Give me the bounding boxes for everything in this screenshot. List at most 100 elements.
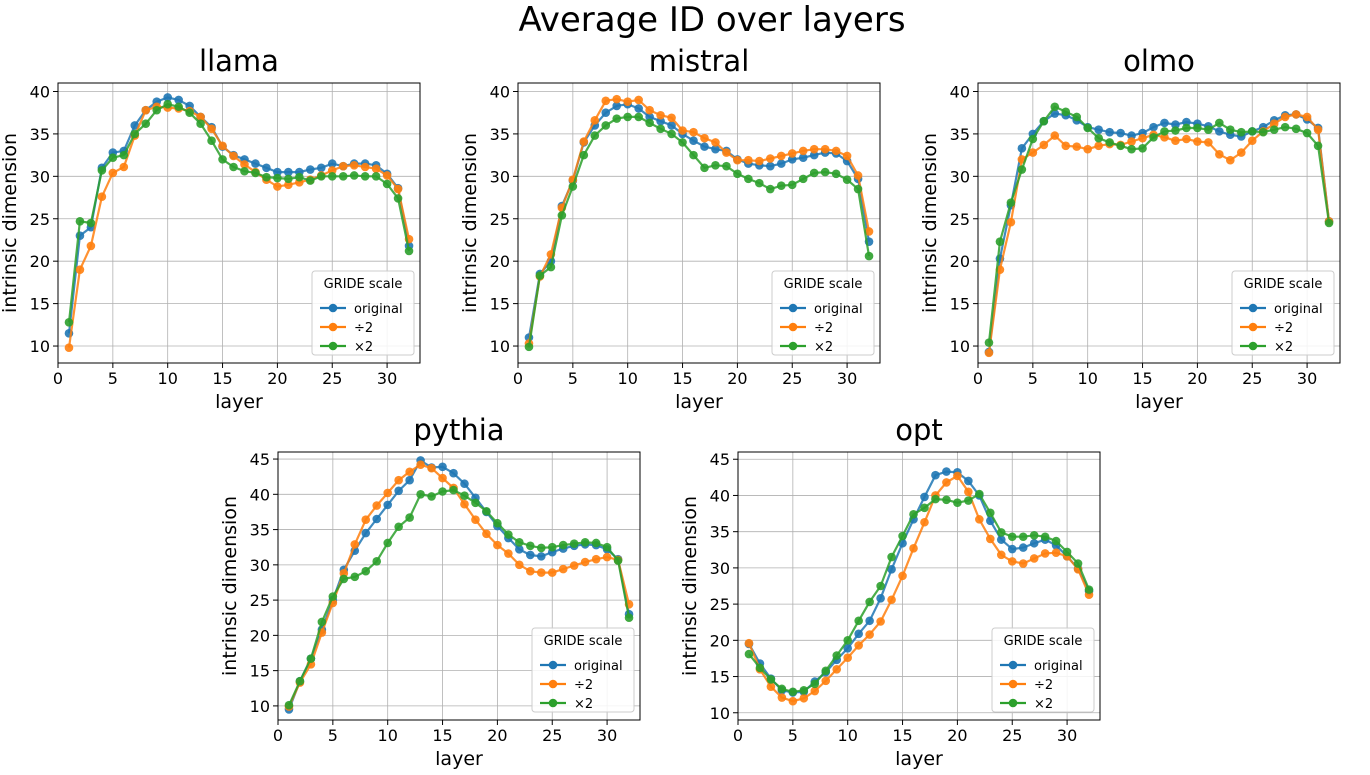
y-tick-label: 25 <box>490 210 510 229</box>
data-point <box>831 169 841 179</box>
y-tick-label: 20 <box>950 252 970 271</box>
panel-opt: 0 5 10 15 20 25 30 10 15 20 25 30 35 40 45 opt layer intr… <box>679 413 1101 770</box>
data-point <box>1105 138 1114 147</box>
x-tick-label: 25 <box>542 726 562 745</box>
x-axis-label: layer <box>215 391 263 413</box>
x-tick-label: 0 <box>973 369 983 388</box>
data-point <box>624 613 634 623</box>
data-point <box>460 499 469 509</box>
data-point <box>1039 140 1049 150</box>
data-point <box>1247 136 1257 145</box>
data-point <box>579 150 589 160</box>
data-point <box>809 144 819 154</box>
data-point <box>1226 155 1235 165</box>
data-point <box>393 194 403 203</box>
legend-entry: ×2 <box>574 697 593 712</box>
data-point <box>493 518 502 528</box>
y-tick-label: 20 <box>30 252 50 271</box>
data-point <box>700 163 709 173</box>
data-point <box>327 172 337 181</box>
data-point <box>1302 128 1312 138</box>
data-point <box>733 155 742 165</box>
legend-title: GRIDE scale <box>324 277 403 292</box>
data-point <box>799 686 809 695</box>
data-point <box>842 151 852 161</box>
y-tick-label: 40 <box>30 82 50 101</box>
x-tick-label: 10 <box>158 369 178 388</box>
data-point <box>185 108 194 117</box>
data-point <box>887 595 896 605</box>
data-point <box>141 119 151 129</box>
data-point <box>1138 144 1147 153</box>
data-point <box>372 501 382 510</box>
data-point <box>316 163 326 173</box>
data-point <box>766 161 775 171</box>
data-point <box>251 168 260 178</box>
data-point <box>1094 141 1103 151</box>
data-point <box>306 176 315 185</box>
data-point <box>865 597 874 607</box>
x-tick-label: 0 <box>513 369 523 388</box>
data-point <box>634 112 643 122</box>
y-tick-label: 25 <box>250 591 270 610</box>
data-point <box>986 508 995 518</box>
data-point <box>339 574 349 584</box>
data-point <box>1280 122 1290 132</box>
legend-entry: ÷2 <box>814 321 833 336</box>
x-tick-label: 5 <box>328 726 338 745</box>
data-point <box>1040 549 1050 558</box>
data-point <box>1007 544 1017 554</box>
data-point <box>645 118 654 128</box>
axes-frame <box>277 451 641 721</box>
legend-title: GRIDE scale <box>1004 634 1083 649</box>
legend-box <box>771 270 875 356</box>
data-point <box>405 475 414 485</box>
data-point <box>1313 141 1323 151</box>
data-point <box>404 246 414 256</box>
y-tick-label: 35 <box>490 125 510 144</box>
legend-swatch-marker <box>788 341 798 351</box>
y-tick-label: 40 <box>490 82 510 101</box>
y-tick-label: 40 <box>710 486 730 505</box>
legend-entry: ÷2 <box>1274 321 1293 336</box>
x-tick-label: 20 <box>947 726 967 745</box>
data-point <box>460 479 469 489</box>
y-tick-label: 25 <box>30 210 50 229</box>
x-tick-label: 20 <box>727 369 747 388</box>
data-point <box>887 565 896 574</box>
data-point <box>394 475 403 485</box>
y-tick-label: 20 <box>250 626 270 645</box>
legend-swatch-marker <box>1248 322 1258 332</box>
data-point <box>218 155 227 164</box>
data-point <box>75 265 85 274</box>
legend: GRIDE scale original ÷2 ×2 <box>1231 270 1335 356</box>
data-point <box>1018 532 1028 542</box>
y-tick-label: 20 <box>710 631 730 650</box>
y-tick-label: 10 <box>490 337 510 356</box>
data-point <box>1050 102 1060 112</box>
legend-swatch-marker <box>328 341 338 351</box>
legend-box <box>991 627 1095 713</box>
data-point <box>273 173 282 183</box>
data-point <box>821 676 831 686</box>
x-tick-label: 30 <box>377 369 397 388</box>
y-tick-label: 35 <box>250 521 270 540</box>
y-tick-label: 15 <box>710 668 730 687</box>
data-point <box>590 131 600 140</box>
data-point <box>689 150 698 160</box>
data-point <box>108 153 118 162</box>
data-point <box>119 162 129 172</box>
panel-llama: 0 5 10 15 20 25 30 10 15 20 25 30 35 40 llama layer intr… <box>0 44 421 413</box>
data-point <box>876 594 885 603</box>
data-point <box>689 127 698 137</box>
data-point <box>1029 538 1039 548</box>
data-point <box>449 468 458 478</box>
data-point <box>820 167 830 177</box>
data-point <box>1269 119 1279 129</box>
data-point <box>842 175 852 185</box>
data-point <box>1084 585 1094 594</box>
data-point <box>229 162 238 172</box>
data-point <box>645 112 654 122</box>
data-point <box>1247 127 1257 136</box>
data-point <box>1302 112 1312 122</box>
